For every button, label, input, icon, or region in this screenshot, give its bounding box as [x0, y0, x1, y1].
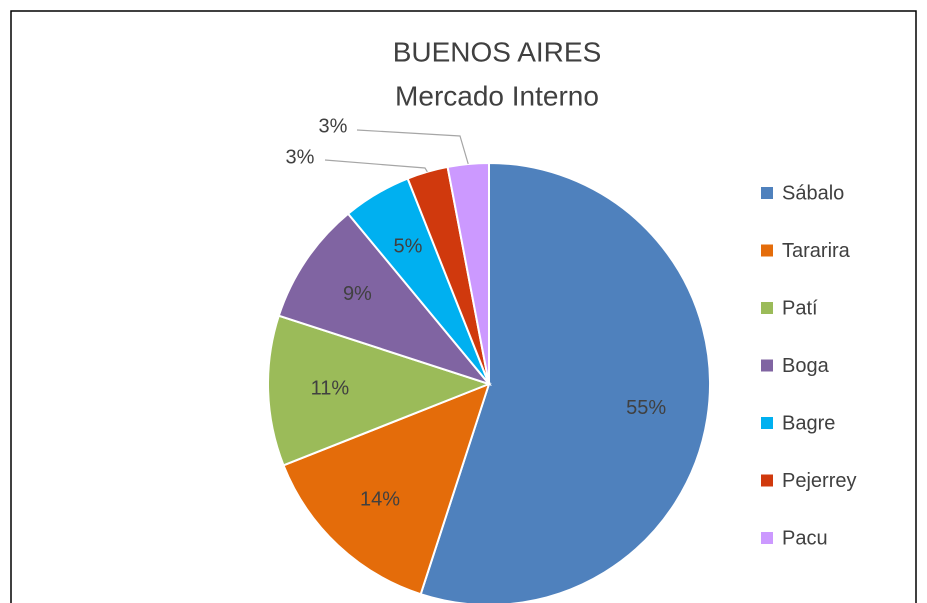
legend-label: Patí [782, 297, 818, 319]
data-label: 3% [286, 146, 315, 168]
data-label: 11% [311, 377, 350, 399]
legend-label: Pejerrey [782, 470, 856, 492]
legend-label: Pacu [782, 527, 828, 549]
chart-frame [10, 10, 917, 603]
legend-label: Sábalo [782, 182, 844, 204]
pie-slice [282, 382, 491, 596]
data-label: 5% [394, 235, 423, 257]
data-label: 9% [343, 283, 372, 305]
legend-swatch [761, 244, 773, 257]
legend-swatch [761, 187, 773, 199]
pie-slice [446, 161, 490, 385]
legend-label: Boga [782, 355, 830, 377]
legend-label: Bagre [782, 412, 835, 434]
data-label: 14% [360, 488, 400, 510]
legend-swatch [761, 417, 773, 429]
pie-slice [267, 314, 492, 467]
legend-label: Tararira [782, 240, 851, 262]
chart-title: BUENOS AIRES [393, 36, 602, 67]
legend-swatch [761, 532, 773, 544]
data-label: 55% [626, 397, 666, 419]
pie-slice [419, 161, 711, 603]
legend-swatch [761, 302, 773, 314]
leader-line [324, 159, 428, 173]
chart-subtitle: Mercado Interno [395, 80, 599, 111]
data-label: 3% [319, 115, 348, 137]
leader-line [356, 129, 469, 165]
pie-slice [277, 212, 492, 387]
legend-swatch [761, 359, 773, 372]
legend-swatch [761, 474, 773, 487]
